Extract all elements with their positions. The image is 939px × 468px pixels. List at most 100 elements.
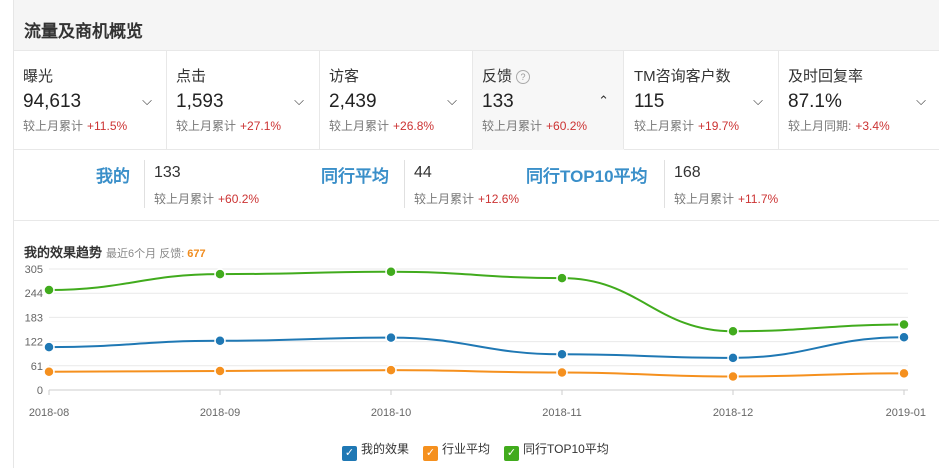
traffic-overview-panel: 流量及商机概览 曝光 94,613 ⌵ 较上月累计 +11.5% 点击 1,593… [13, 0, 939, 468]
metric-visitors[interactable]: 访客 2,439 ⌵ 较上月累计 +26.8% [319, 51, 471, 149]
metric-value: 94,613 [23, 91, 82, 112]
trend-line-chart: 0 61 122 183 244 305 2018-08 2018-09 2018-10 2018… [25, 264, 926, 419]
data-point-mine [898, 331, 910, 343]
checkbox-checked-icon[interactable]: ✓ [423, 446, 438, 461]
divider [404, 160, 405, 208]
checkbox-checked-icon[interactable]: ✓ [504, 446, 519, 461]
metric-compare: 较上月累计 +19.7% [634, 119, 740, 133]
x-tick-label: 2018-12 [713, 407, 753, 419]
data-point-mine [43, 341, 55, 353]
metric-label: 反馈? [482, 65, 531, 86]
divider [144, 160, 145, 208]
data-point-top10 [898, 318, 910, 331]
trend-header: 我的效果趋势 最近6个月 反馈: 677 [24, 242, 206, 262]
data-point-industry [556, 366, 568, 379]
chevron-down-icon[interactable]: ⌵ [753, 93, 763, 108]
compare-value-mine: 133 [154, 164, 181, 181]
metric-value: 1,593 [176, 91, 224, 112]
chevron-up-icon[interactable]: ⌃ [598, 93, 609, 108]
metric-tm-inquiries[interactable]: TM咨询客户数 115 ⌵ 较上月累计 +19.7% [625, 51, 777, 149]
metric-value: 2,439 [329, 91, 377, 112]
metric-compare: 较上月累计 +60.2% [482, 119, 588, 133]
panel-header: 流量及商机概览 [14, 0, 939, 51]
legend-item-mine[interactable]: ✓ 我的效果 [342, 440, 409, 461]
x-tick-label: 2018-09 [200, 407, 240, 419]
metric-compare: 较上月累计 +11.5% [23, 119, 128, 133]
chevron-down-icon[interactable]: ⌵ [142, 93, 152, 108]
x-tick-label: 2019-01 [886, 407, 926, 419]
metric-feedback[interactable]: 反馈? 133 ⌃ 较上月累计 +60.2% [472, 51, 624, 150]
metric-label: 及时回复率 [788, 68, 864, 85]
data-point-top10 [727, 325, 739, 338]
metric-label: 曝光 [23, 68, 54, 85]
trend-subtitle: 最近6个月 反馈: [106, 248, 185, 260]
metric-delta: +60.2% [546, 119, 588, 133]
data-point-top10 [385, 266, 397, 278]
help-icon[interactable]: ? [516, 70, 531, 84]
divider [664, 160, 665, 208]
series-line-industry [48, 369, 905, 378]
x-tick-label: 2018-11 [542, 407, 582, 419]
data-point-top10 [43, 284, 55, 296]
metrics-row: 曝光 94,613 ⌵ 较上月累计 +11.5% 点击 1,593 ⌵ 较上月累计… [14, 51, 939, 150]
data-point-industry [43, 366, 55, 378]
compare-label-peer-avg: 同行平均 [321, 167, 389, 186]
panel-title: 流量及商机概览 [24, 22, 143, 41]
series-line-top10 [48, 270, 905, 333]
compare-label-mine: 我的 [96, 167, 130, 186]
comparison-row: 我的 133 较上月累计 +60.2% 同行平均 44 较上月累计 +12.6% 同… [14, 150, 939, 221]
metric-delta: +19.7% [698, 119, 740, 133]
legend-label: 行业平均 [442, 442, 491, 456]
metric-label: 访客 [329, 68, 360, 85]
metric-delta: +27.1% [240, 119, 282, 133]
compare-label-top10-avg: 同行TOP10平均 [526, 167, 648, 186]
trend-title: 我的效果趋势 [24, 245, 103, 260]
metric-value: 133 [482, 91, 514, 112]
data-point-mine [556, 348, 568, 361]
chevron-down-icon[interactable]: ⌵ [294, 93, 304, 108]
compare-value-peer-avg: 44 [414, 164, 432, 181]
data-point-top10 [214, 268, 226, 280]
chevron-down-icon[interactable]: ⌵ [447, 93, 457, 108]
metric-delta: +26.8% [393, 119, 435, 133]
y-tick-label: 183 [25, 312, 43, 324]
chevron-down-icon[interactable]: ⌵ [916, 93, 926, 108]
compare-delta-top10-avg: 较上月累计 +11.7% [674, 192, 779, 206]
data-point-top10 [556, 272, 568, 284]
metric-value: 87.1% [788, 91, 842, 112]
metric-delta: +11.5% [87, 119, 128, 133]
metric-delta: +3.4% [855, 119, 890, 133]
data-point-mine [214, 335, 226, 347]
metric-value: 115 [634, 91, 665, 112]
metric-reply-rate[interactable]: 及时回复率 87.1% ⌵ 较上月同期: +3.4% [778, 51, 939, 149]
metric-compare: 较上月累计 +27.1% [176, 119, 282, 133]
data-point-industry [214, 365, 226, 377]
metric-compare: 较上月累计 +26.8% [329, 119, 435, 133]
legend-item-top10[interactable]: ✓ 同行TOP10平均 [504, 440, 609, 461]
x-tick-label: 2018-08 [29, 407, 69, 419]
y-tick-label: 305 [25, 264, 43, 276]
trend-total: 677 [187, 248, 206, 260]
data-point-industry [385, 364, 397, 376]
compare-delta-mine: 较上月累计 +60.2% [154, 192, 260, 206]
checkbox-checked-icon[interactable]: ✓ [342, 446, 357, 461]
metric-clicks[interactable]: 点击 1,593 ⌵ 较上月累计 +27.1% [166, 51, 318, 149]
y-tick-label: 0 [37, 385, 43, 397]
series-line-mine [48, 336, 905, 359]
y-tick-label: 122 [25, 337, 43, 349]
data-point-industry [898, 367, 910, 380]
legend-label: 同行TOP10平均 [523, 442, 609, 456]
legend-item-industry[interactable]: ✓ 行业平均 [423, 440, 490, 461]
metric-label: TM咨询客户数 [634, 68, 731, 85]
compare-value-top10-avg: 168 [674, 164, 701, 181]
y-tick-label: 244 [25, 288, 43, 300]
x-tick-label: 2018-10 [371, 407, 411, 419]
data-point-mine [385, 331, 397, 344]
data-point-industry [727, 370, 739, 383]
metric-label: 点击 [176, 68, 207, 85]
data-point-mine [727, 352, 739, 364]
legend-label: 我的效果 [361, 442, 410, 456]
metric-exposure[interactable]: 曝光 94,613 ⌵ 较上月累计 +11.5% [14, 51, 166, 149]
metric-compare: 较上月同期: +3.4% [788, 119, 890, 133]
y-tick-label: 61 [31, 361, 43, 373]
